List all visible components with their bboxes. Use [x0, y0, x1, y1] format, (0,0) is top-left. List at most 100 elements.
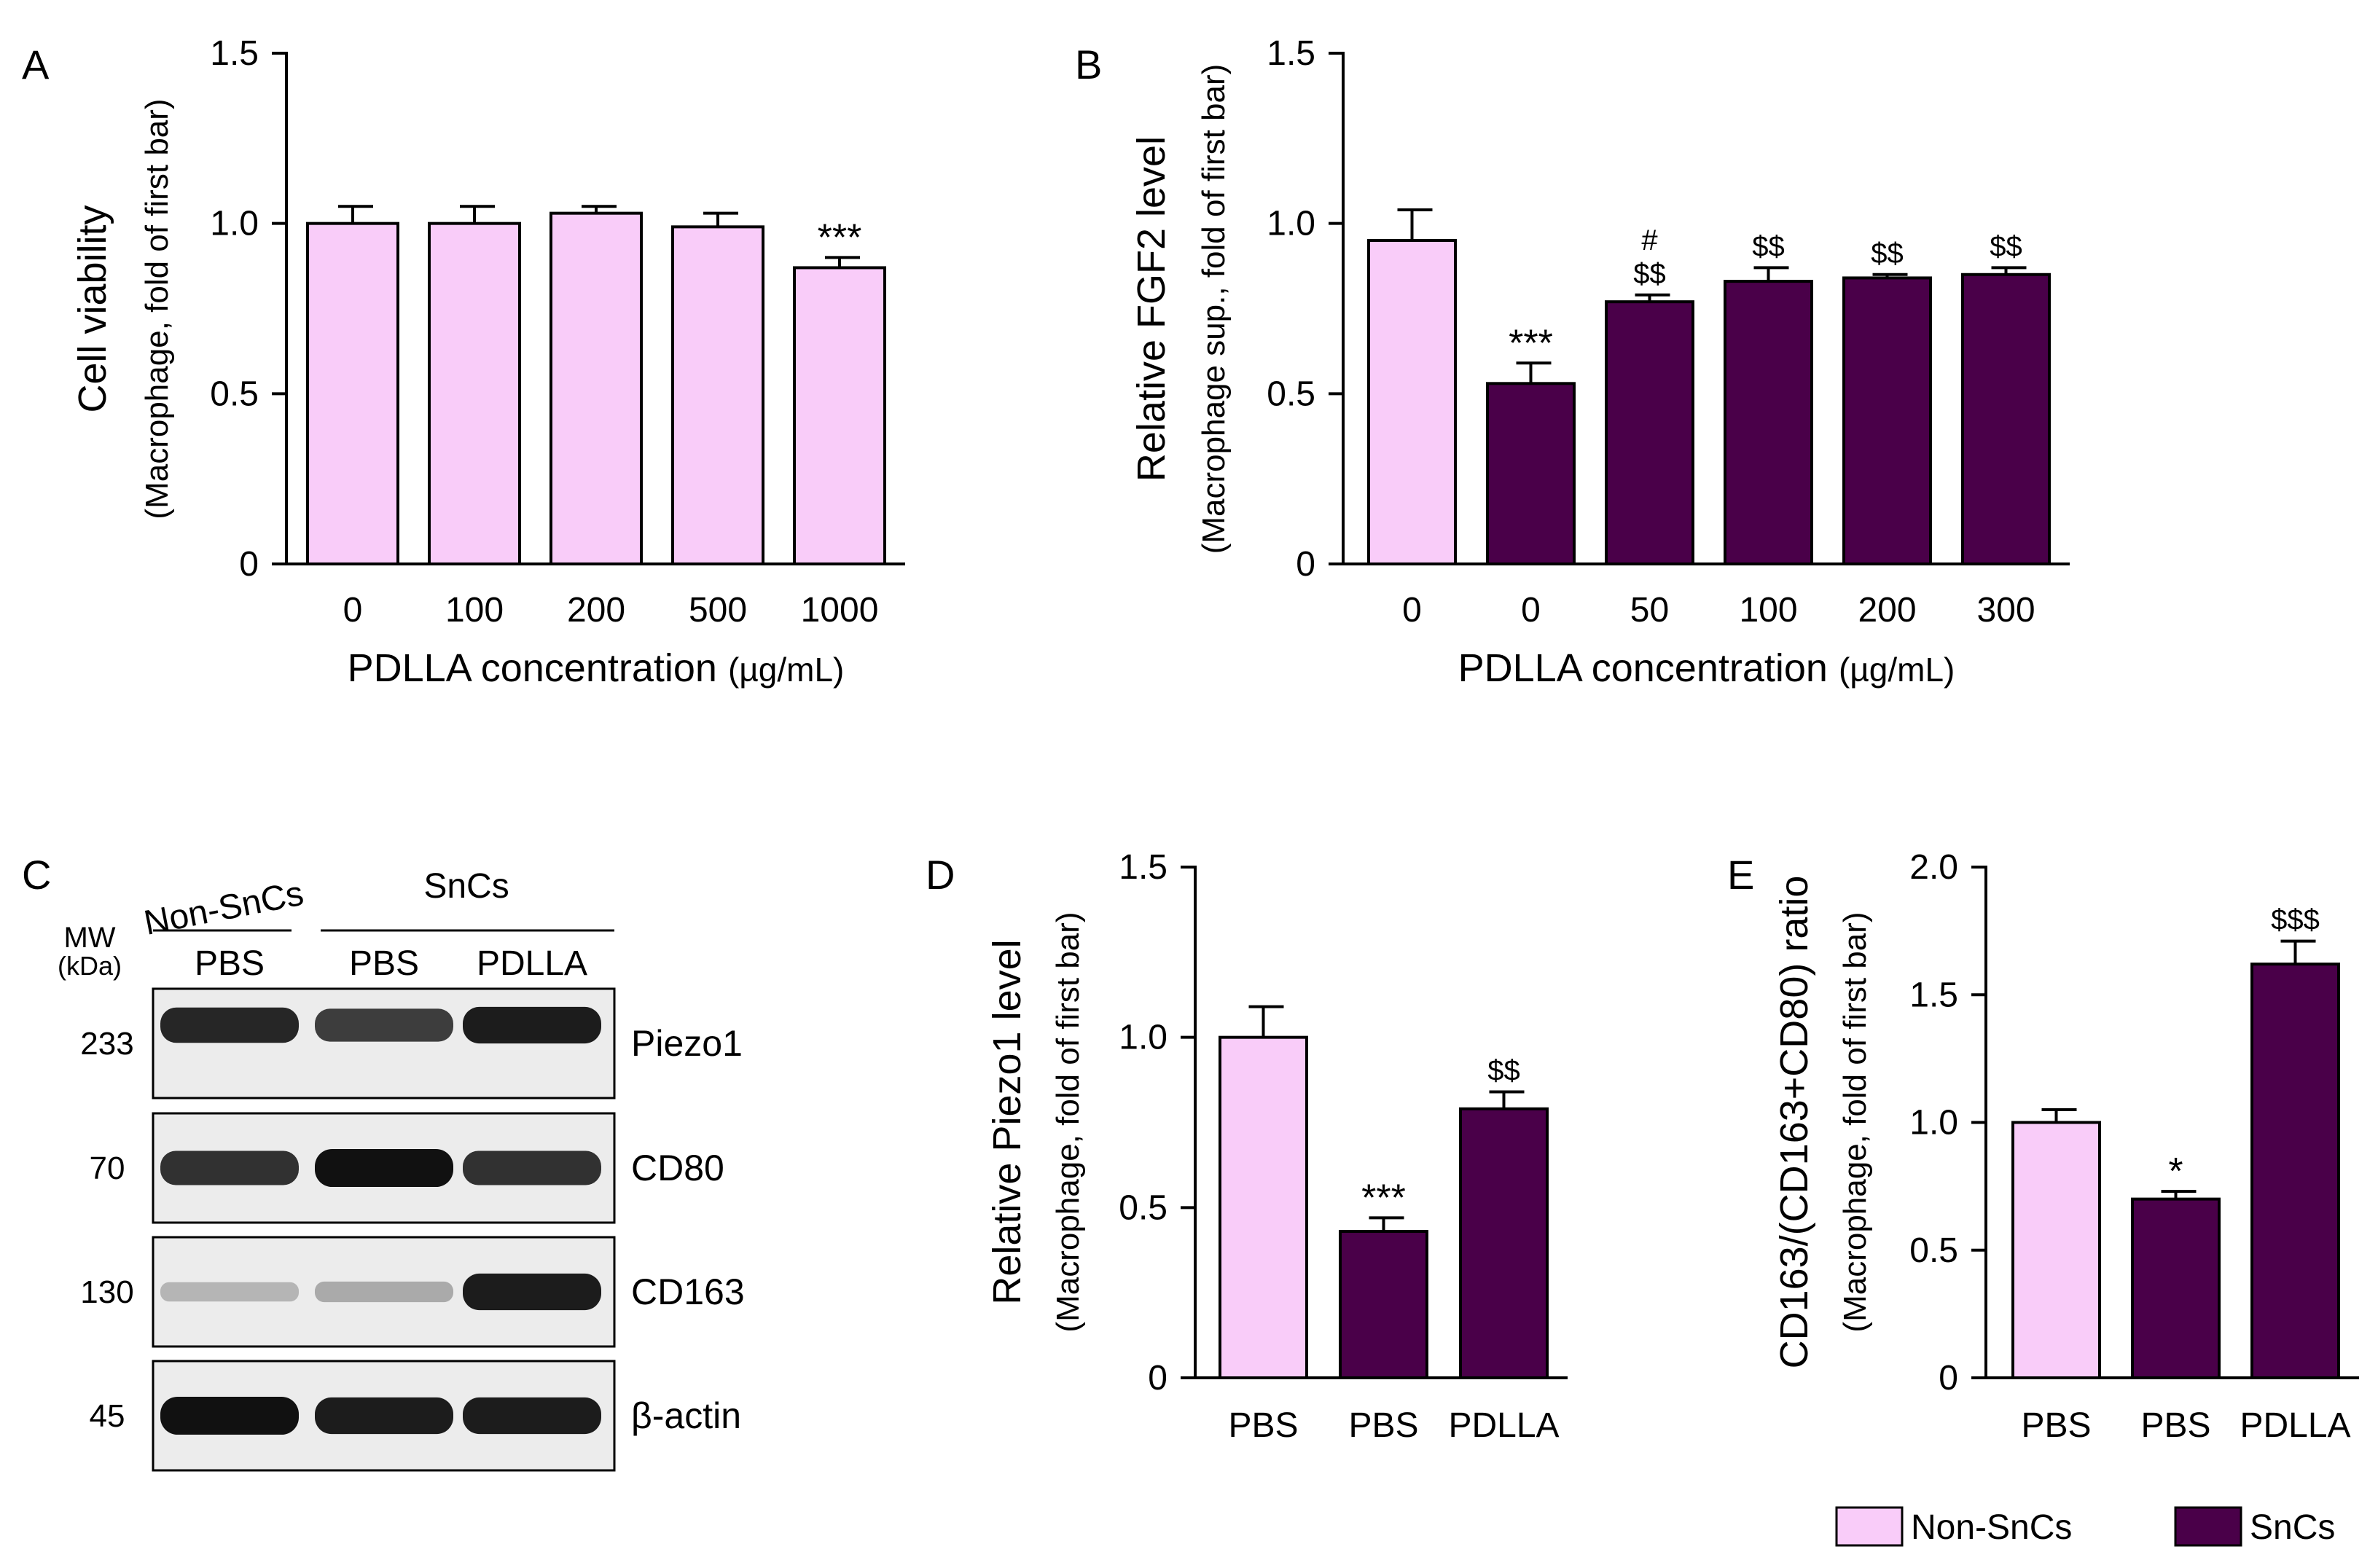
legend-label-sncs: SnCs — [2250, 1508, 2335, 1547]
cd-bar — [1219, 1035, 1308, 1379]
cb-xlabel: PDLLA concentration (µg/mL) — [1458, 646, 1955, 690]
ce-ylabel-sub: (Macrophage, fold of first bar) — [1837, 912, 1873, 1332]
ca-bar — [306, 222, 399, 565]
chart-panel-d: 0 0.5 1.0 1.5 Relative Piezo1 level (Macropha… — [985, 848, 1568, 1445]
panel-label-e: E — [1727, 852, 1754, 898]
cd-ylabel: Relative Piezo1 level — [985, 939, 1029, 1304]
ca-ytick-label: 1.5 — [210, 34, 259, 73]
cd-ylabel-sub: (Macrophage, fold of first bar) — [1050, 912, 1086, 1332]
blot-band — [463, 1006, 601, 1044]
blot-band — [160, 1397, 299, 1435]
cd-ytick-label: 0 — [1148, 1359, 1168, 1398]
blot-lane-labels: PBS PBS PDLLA — [195, 944, 587, 983]
ce-significance-label: * — [2168, 1150, 2183, 1193]
blot-mw-value: 45 — [90, 1398, 125, 1434]
legend-label-non-sncs: Non-SnCs — [1911, 1508, 2072, 1547]
chart-panel-e: 0 0.5 1.0 1.5 2.0 CD163/(CD163+CD80) ratio (Ma… — [1772, 848, 2359, 1445]
blot-mw-value: 70 — [90, 1150, 125, 1186]
blot-band — [463, 1273, 601, 1311]
cd-xtick-label: PDLLA — [1448, 1406, 1559, 1445]
cd-xtick-label: PBS — [1348, 1406, 1418, 1445]
cd-ytick-label: 1.5 — [1119, 848, 1168, 887]
cd-significance-label: *** — [1361, 1177, 1406, 1219]
ca-bar — [549, 211, 643, 565]
ce-ytick-label: 1.0 — [1909, 1104, 1958, 1142]
ca-xtick-label: 100 — [445, 591, 504, 630]
blot-rows: 233 Piezo1 70 CD80 130 CD163 45 β-actin — [80, 987, 745, 1472]
cb-ylabel-sub: (Macrophage sup., fold of first bar) — [1196, 64, 1232, 554]
western-blot-panel: Non-SnCs SnCs MW (kDa) PBS PBS PDLLA 233 Pi… — [58, 867, 745, 1472]
blot-row: 70 CD80 — [90, 1112, 724, 1224]
blot-row: 233 Piezo1 — [80, 987, 743, 1099]
ce-ylabel: CD163/(CD163+CD80) ratio — [1772, 876, 1816, 1369]
blot-band — [160, 1007, 299, 1043]
ca-xtick-label: 0 — [343, 591, 363, 630]
cd-ytick-label: 0.5 — [1119, 1188, 1168, 1227]
ca-xtick-label: 500 — [689, 591, 747, 630]
ce-bar — [2250, 963, 2340, 1379]
cb-xtick-label: 50 — [1630, 591, 1669, 630]
cb-bar — [1842, 276, 1932, 565]
cb-ytick-label: 1.5 — [1267, 34, 1315, 73]
cb-xtick-label: 200 — [1858, 591, 1916, 630]
ca-ylabel: Cell viability — [71, 205, 114, 412]
cb-xtick-label: 0 — [1521, 591, 1541, 630]
legend-swatch-sncs — [2174, 1506, 2242, 1547]
panel-label-c: C — [22, 852, 51, 898]
blot-protein-label: Piezo1 — [631, 1023, 743, 1064]
cb-ytick-label: 0 — [1296, 545, 1315, 584]
ce-xtick-label: PBS — [2140, 1406, 2210, 1445]
cb-bar — [1724, 280, 1813, 565]
cb-xtick-label: 100 — [1739, 591, 1797, 630]
ca-significance-label: *** — [818, 216, 862, 259]
ca-bar — [428, 222, 521, 565]
ce-significance-label: $$$ — [2271, 904, 2320, 936]
blot-group-non-sncs: Non-SnCs — [141, 874, 306, 943]
cb-xtick-label: 300 — [1976, 591, 2035, 630]
cb-xtick-label: 0 — [1402, 591, 1422, 630]
cd-significance-label: $$ — [1487, 1054, 1520, 1086]
cd-ytick-label: 1.0 — [1119, 1019, 1168, 1057]
blot-band — [315, 1397, 453, 1435]
ce-bar — [2131, 1197, 2221, 1380]
blot-row: 45 β-actin — [90, 1360, 741, 1472]
ce-ytick-label: 0.5 — [1909, 1231, 1958, 1270]
cb-significance-label: $$ — [1633, 258, 1666, 290]
cb-bar — [1486, 382, 1576, 566]
blot-band — [315, 1281, 453, 1303]
blot-group-sncs: SnCs — [423, 867, 509, 906]
cb-bar — [1961, 273, 2051, 565]
ce-ytick-label: 0 — [1939, 1359, 1958, 1398]
ce-xtick-label: PDLLA — [2240, 1406, 2350, 1445]
cb-significance-label-top: # — [1641, 224, 1658, 256]
ca-bar — [793, 266, 886, 565]
ca-xlabel: PDLLA concentration (µg/mL) — [348, 646, 845, 690]
ca-ylabel-sub: (Macrophage, fold of first bar) — [139, 98, 175, 519]
ca-ytick-label: 0.5 — [210, 375, 259, 413]
blot-lane-label: PBS — [349, 944, 419, 983]
ca-ytick-label: 1.0 — [210, 205, 259, 243]
cb-ytick-label: 1.0 — [1267, 205, 1315, 243]
blot-band — [463, 1150, 601, 1185]
cb-ylabel: Relative FGF2 level — [1130, 136, 1173, 482]
ce-ytick-label: 1.5 — [1909, 976, 1958, 1014]
ca-ytick-label: 0 — [239, 545, 259, 584]
ce-bar — [2011, 1121, 2101, 1379]
cb-bar — [1605, 300, 1694, 565]
legend-swatch-non-sncs — [1835, 1506, 1904, 1547]
blot-mw-value: 130 — [80, 1274, 133, 1310]
ca-xtick-label: 200 — [567, 591, 625, 630]
cb-ytick-label: 0.5 — [1267, 375, 1315, 413]
ca-xtick-label: 1000 — [801, 591, 879, 630]
chart-panel-b: 0 0.5 1.0 1.5 Relative FGF2 level (Macrophage… — [1130, 34, 2070, 690]
blot-row: 130 CD163 — [80, 1236, 745, 1348]
cb-significance-label: $$ — [1752, 230, 1785, 262]
blot-band — [315, 1008, 453, 1042]
panel-label-b: B — [1075, 42, 1102, 87]
blot-band — [315, 1149, 453, 1187]
blot-protein-label: β-actin — [631, 1395, 741, 1436]
cb-significance-label: $$ — [1871, 238, 1904, 270]
legend: Non-SnCs SnCs — [1835, 1506, 2335, 1547]
cd-bar — [1459, 1107, 1549, 1379]
